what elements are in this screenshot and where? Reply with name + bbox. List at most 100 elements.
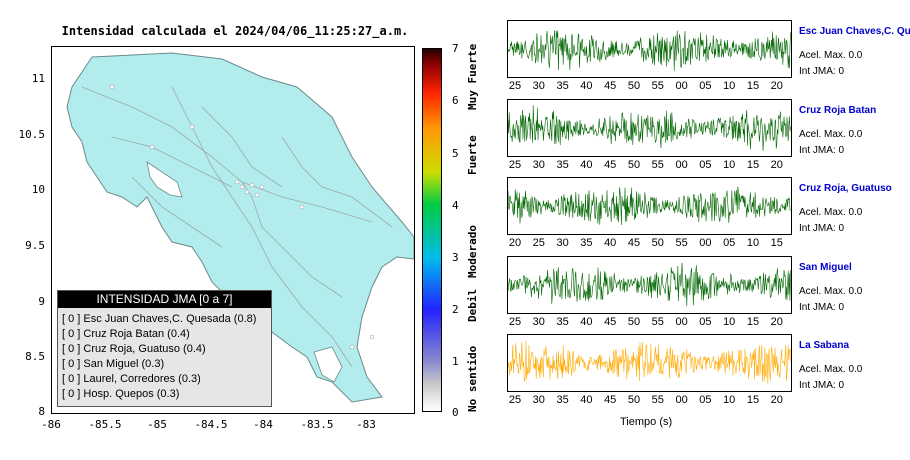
map-title: Intensidad calculada el 2024/04/06_11:25…	[61, 24, 409, 38]
nicoya-gulf	[146, 161, 183, 198]
time-tick: 50	[627, 80, 641, 92]
waveform-line	[508, 340, 791, 384]
lat-tick: 10	[31, 183, 45, 196]
colorbar-tick: 4	[452, 199, 459, 212]
time-tick: 45	[627, 237, 641, 249]
lat-tick: 9.5	[25, 239, 45, 252]
lat-tick: 11	[31, 72, 45, 85]
time-tick: 05	[699, 80, 712, 92]
legend-item: [ 0 ] Esc Juan Chaves,C. Quesada (0.8)	[62, 313, 257, 325]
time-tick: 45	[604, 316, 617, 328]
time-tick: 15	[746, 394, 760, 406]
station-jma: Int JMA: 0	[799, 145, 845, 156]
lat-tick: 8	[38, 405, 45, 418]
station-jma: Int JMA: 0	[799, 66, 845, 77]
time-tick: 45	[604, 159, 617, 171]
lon-tick: -83	[356, 418, 376, 431]
waveform-trace	[508, 105, 791, 151]
station-jma: Int JMA: 0	[799, 302, 845, 313]
time-tick: 35	[580, 237, 593, 249]
time-tick: 35	[556, 316, 569, 328]
costa-rica-landmass	[66, 52, 414, 403]
colorbar-tick: 1	[452, 355, 459, 368]
lon-tick: -85	[147, 418, 167, 431]
time-tick: 20	[770, 394, 783, 406]
time-tick: 50	[627, 159, 641, 171]
colorbar-tick: 6	[452, 94, 459, 107]
time-tick: 25	[508, 316, 522, 328]
time-tick: 10	[723, 394, 736, 406]
time-tick: 55	[651, 159, 664, 171]
station-accel: Acel. Max. 0.0	[799, 286, 863, 297]
time-tick: 45	[604, 80, 617, 92]
legend-item: [ 0 ] Cruz Roja, Guatuso (0.4)	[62, 343, 206, 355]
time-tick: 15	[770, 237, 783, 249]
station-jma: Int JMA: 0	[799, 380, 845, 391]
time-tick: 25	[532, 237, 545, 249]
time-tick: 00	[675, 394, 688, 406]
time-tick: 10	[723, 80, 736, 92]
station-jma: Int JMA: 0	[799, 223, 845, 234]
time-tick: 20	[770, 80, 783, 92]
time-tick: 30	[532, 394, 545, 406]
lon-tick: -83.5	[300, 418, 334, 431]
lat-tick: 10.5	[18, 128, 46, 141]
waveform-trace	[508, 186, 791, 226]
waveform-trace	[508, 30, 791, 71]
time-tick: 55	[651, 394, 664, 406]
waveform-line	[508, 30, 791, 71]
time-tick: 20	[770, 159, 783, 171]
station-accel: Acel. Max. 0.0	[799, 129, 863, 140]
station-accel: Acel. Max. 0.0	[799, 207, 863, 218]
time-tick: 25	[508, 394, 522, 406]
time-tick: 45	[604, 394, 617, 406]
city-markers	[109, 84, 375, 350]
station-name: Esc Juan Chaves,C. Qu	[799, 26, 910, 37]
legend-item: [ 0 ] San Miguel (0.3)	[62, 358, 165, 370]
time-tick: 35	[556, 80, 569, 92]
time-tick: 15	[746, 316, 760, 328]
waveform-line	[508, 186, 791, 226]
station-accel: Acel. Max. 0.0	[799, 364, 863, 375]
lat-tick: 8.5	[25, 350, 45, 363]
lon-tick: -85.5	[88, 418, 122, 431]
legend-title: INTENSIDAD JMA [0 a 7]	[58, 291, 271, 308]
time-tick: 20	[770, 316, 783, 328]
time-tick: 10	[746, 237, 760, 249]
time-tick: 50	[627, 316, 641, 328]
time-axis-label: Tiempo (s)	[620, 416, 673, 428]
time-tick: 50	[627, 394, 641, 406]
colorbar-label: No sentido	[466, 345, 479, 412]
colorbar-label: Fuerte	[466, 135, 479, 175]
lon-tick: -84.5	[194, 418, 228, 431]
intensity-legend: INTENSIDAD JMA [0 a 7] [ 0 ] Esc Juan Ch…	[57, 290, 272, 407]
station-name: Cruz Roja Batan	[799, 105, 877, 116]
time-tick: 40	[580, 316, 593, 328]
station-name: La Sabana	[799, 340, 850, 351]
time-tick: 40	[580, 159, 593, 171]
lon-tick: -86	[41, 418, 61, 431]
time-tick: 15	[746, 80, 760, 92]
time-tick: 35	[556, 394, 569, 406]
legend-item: [ 0 ] Cruz Roja Batan (0.4)	[62, 328, 190, 340]
intensity-colorbar	[422, 48, 442, 412]
time-tick: 55	[651, 316, 664, 328]
station-name: Cruz Roja, Guatuso	[799, 183, 892, 194]
time-tick: 05	[723, 237, 736, 249]
road-network	[81, 86, 393, 368]
time-tick: 05	[699, 316, 712, 328]
waveform-trace	[508, 262, 791, 307]
time-tick: 35	[556, 159, 569, 171]
colorbar-label: Muy Fuerte	[466, 43, 479, 110]
lat-tick: 9	[38, 295, 45, 308]
time-tick: 05	[699, 394, 712, 406]
time-tick: 15	[746, 159, 760, 171]
waveform-panel	[507, 256, 792, 314]
waveform-panel	[507, 334, 792, 392]
waveform-line	[508, 105, 791, 151]
time-tick: 25	[508, 159, 522, 171]
colorbar-label: Moderado	[466, 225, 479, 278]
colorbar-tick: 3	[452, 251, 459, 264]
colorbar-tick: 5	[452, 147, 459, 160]
time-tick: 10	[723, 159, 736, 171]
